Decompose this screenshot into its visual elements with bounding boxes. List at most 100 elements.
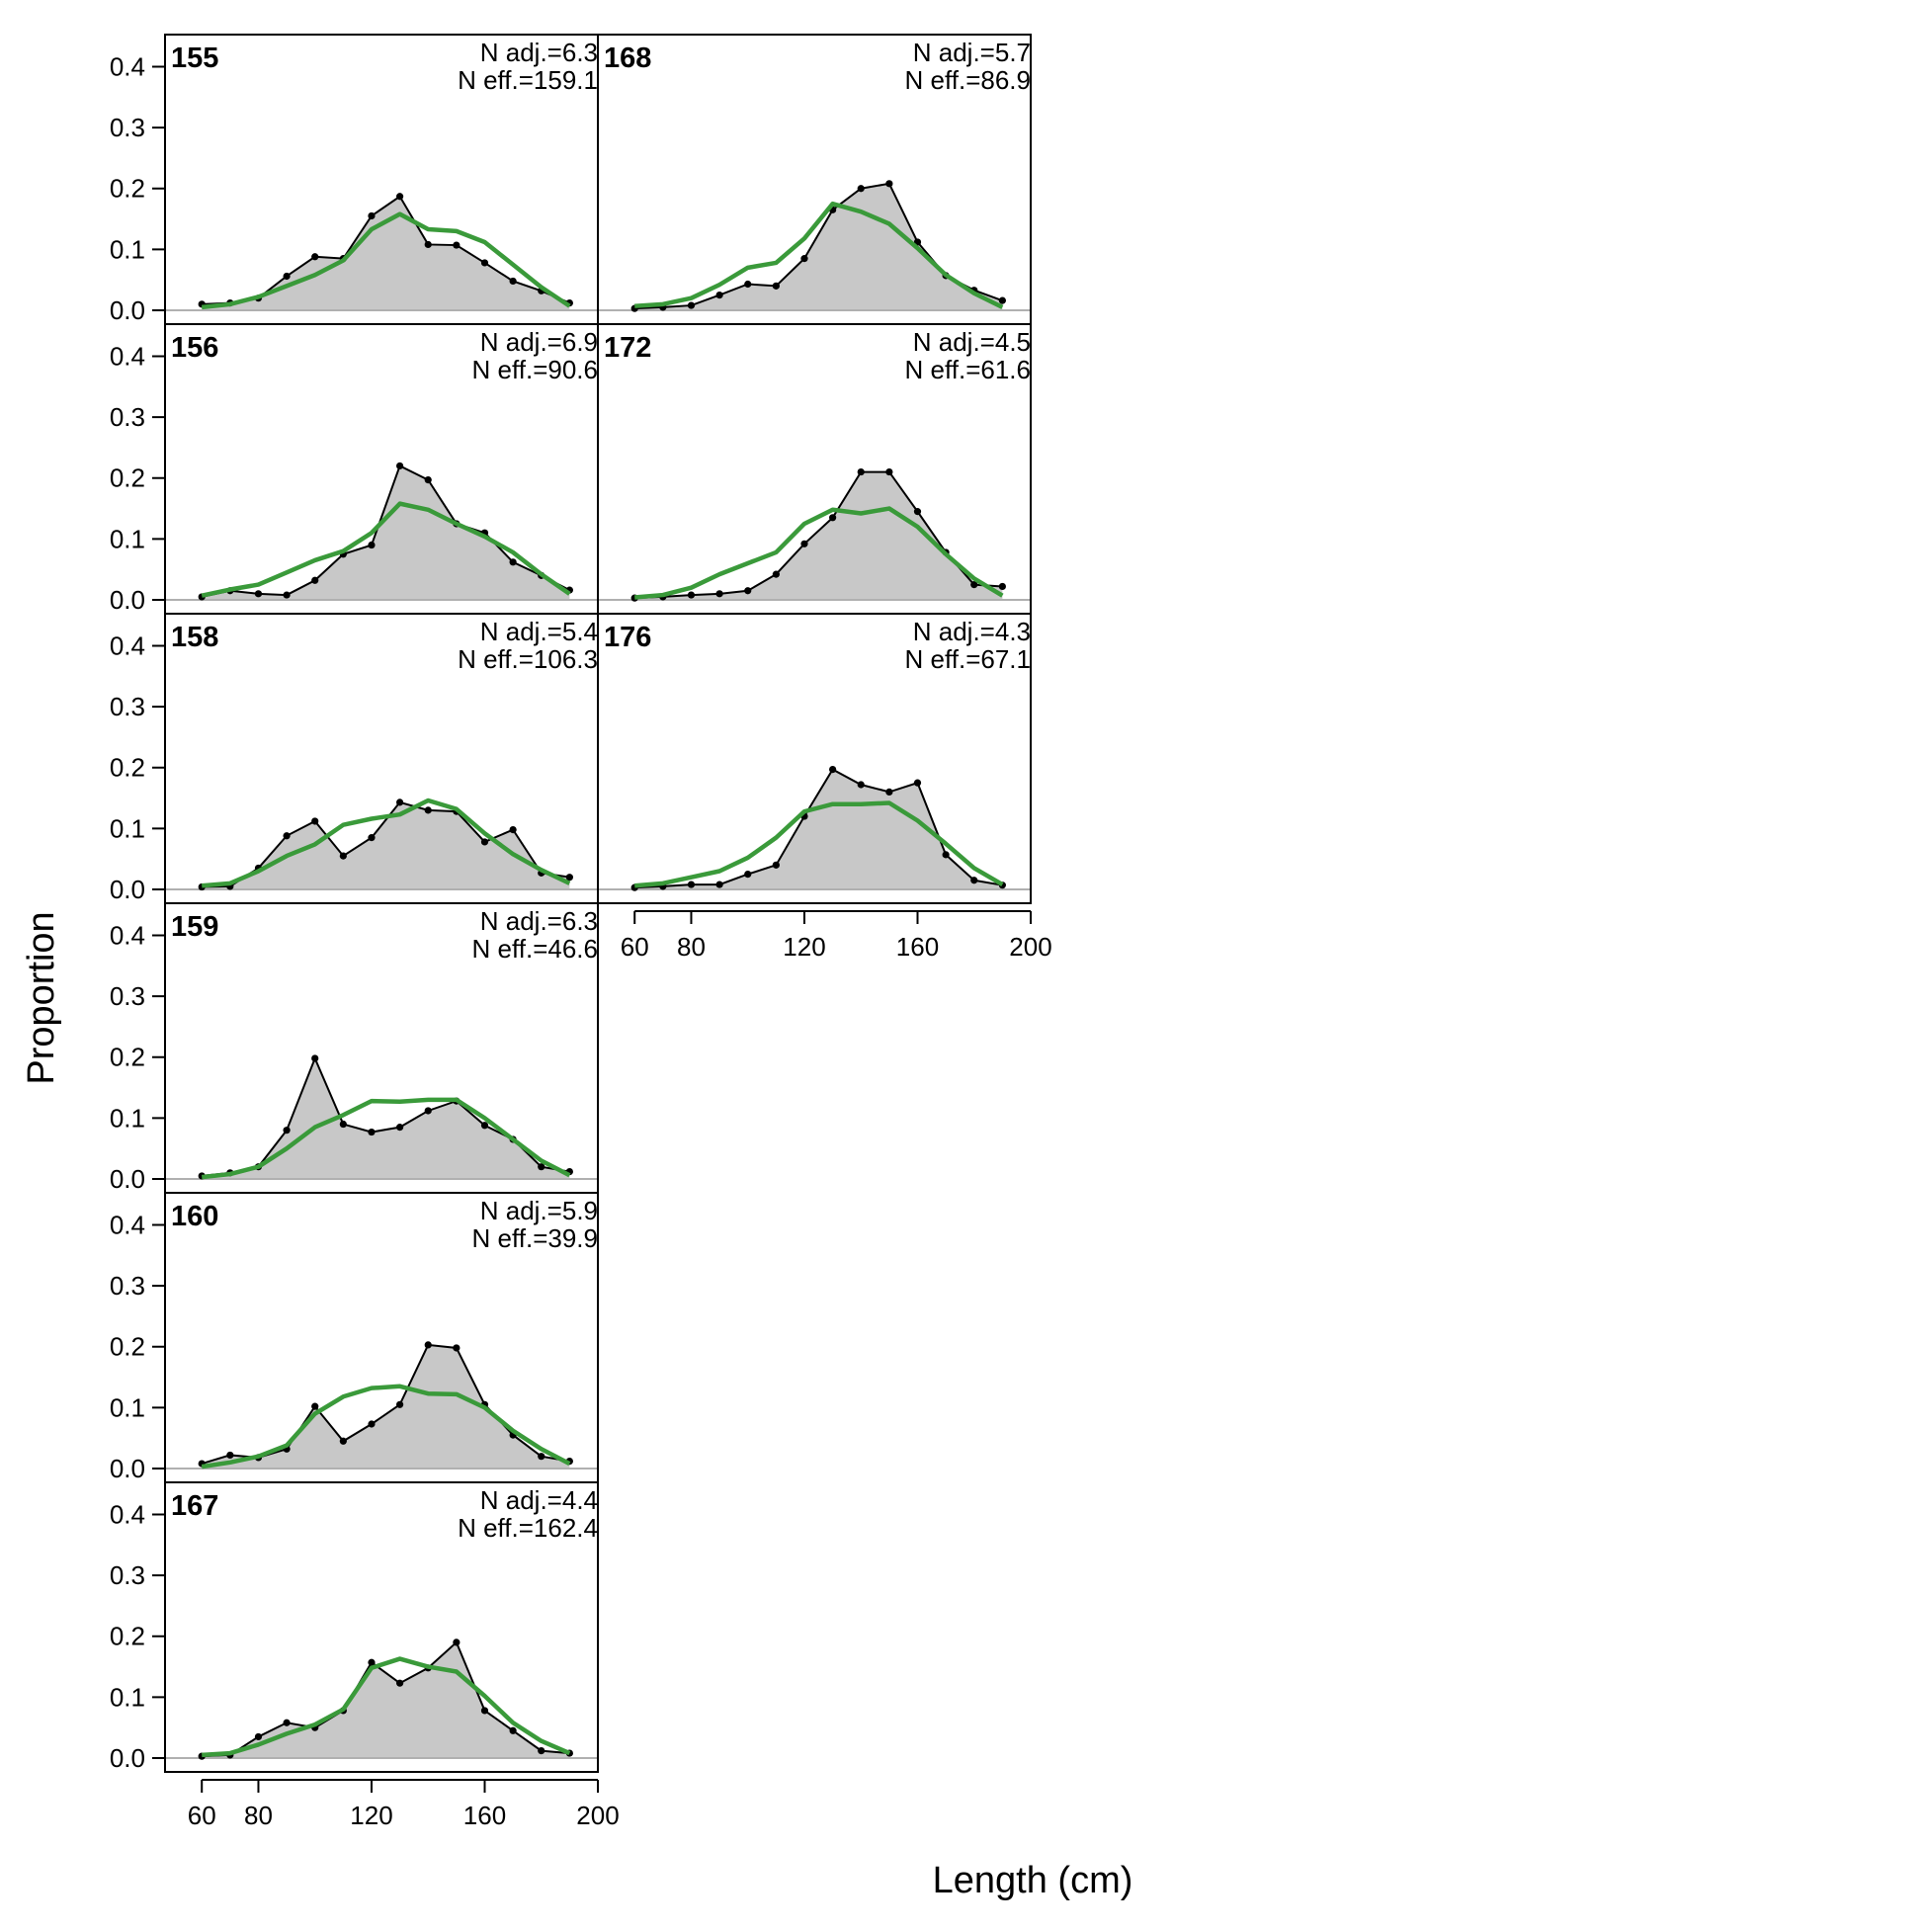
observed-point — [339, 1120, 347, 1129]
y-tick-label: 0.1 — [110, 1682, 145, 1712]
expected-line — [634, 201, 1004, 309]
observed-point — [998, 296, 1006, 304]
panel-n-eff-label: N eff.=46.6 — [472, 934, 598, 964]
y-tick-label: 0.0 — [110, 1454, 145, 1483]
observed-point — [283, 1127, 291, 1134]
observed-area — [202, 465, 570, 600]
y-tick-label: 0.4 — [110, 51, 145, 81]
observed-point — [687, 591, 696, 599]
y-tick-label: 0.0 — [110, 875, 145, 904]
observed-point — [538, 1747, 545, 1755]
observed-point — [453, 1344, 461, 1352]
observed-point — [283, 272, 291, 281]
x-tick-label: 80 — [677, 932, 706, 962]
observed-point — [800, 255, 808, 263]
panel-n-adj-label: N adj.=5.9 — [480, 1196, 598, 1225]
y-tick-label: 0.2 — [110, 1332, 145, 1362]
observed-point — [339, 1437, 347, 1445]
observed-point — [283, 832, 291, 840]
panel-n-adj-label: N adj.=6.9 — [480, 327, 598, 357]
x-tick-label: 60 — [188, 1801, 216, 1830]
observed-point — [829, 765, 837, 774]
panel-n-eff-label: N eff.=39.9 — [472, 1223, 598, 1253]
panel-frame — [164, 1481, 599, 1773]
observed-point — [885, 788, 893, 796]
panel-n-eff-label: N eff.=106.3 — [458, 644, 598, 674]
expected-line — [201, 1097, 571, 1180]
observed-point — [424, 475, 432, 484]
panel-n-eff-label: N eff.=159.1 — [458, 65, 598, 95]
x-tick-label: 160 — [896, 932, 939, 962]
observed-area — [202, 1344, 570, 1469]
expected-line — [202, 798, 571, 888]
observed-point — [283, 1719, 291, 1726]
observed-point — [715, 881, 723, 888]
y-tick-label: 0.1 — [110, 1103, 145, 1133]
panels-layer: 155 N adj.=6.3N eff.=159.10.00.10.20.30.4… — [110, 34, 1032, 1773]
y-tick-label: 0.1 — [110, 234, 145, 264]
y-tick-label: 0.0 — [110, 1743, 145, 1773]
observed-point — [857, 185, 865, 193]
panel-172: 172 N adj.=4.5N eff.=61.6 — [597, 323, 1032, 615]
observed-point — [885, 180, 893, 188]
observed-point — [538, 1453, 545, 1461]
panel-n-eff-label: N eff.=90.6 — [472, 355, 598, 384]
y-tick-label: 0.3 — [110, 692, 145, 721]
panel-160: 160 N adj.=5.9N eff.=39.9 0.0 0.1 0.2 0.3 0.4 — [110, 1192, 599, 1483]
y-tick-label: 0.3 — [110, 1560, 145, 1590]
observed-area — [202, 196, 570, 310]
observed-point — [311, 1054, 319, 1062]
observed-point — [829, 514, 837, 522]
observed-point — [311, 817, 319, 825]
panel-frame — [597, 613, 1032, 904]
observed-point — [424, 806, 432, 814]
observed-point — [368, 1128, 376, 1136]
y-tick-label: 0.4 — [110, 1499, 145, 1529]
observed-point — [396, 1124, 404, 1132]
observed-point — [942, 851, 950, 859]
observed-point — [509, 558, 517, 566]
expected-line — [202, 1656, 571, 1758]
observed-point — [396, 798, 404, 806]
observed-point — [480, 838, 489, 846]
panel-year-label: 172 — [604, 332, 651, 364]
observed-point — [226, 1451, 234, 1460]
observed-point — [311, 576, 319, 584]
panel-156: 156 N adj.=6.9N eff.=90.6 0.0 0.1 0.2 0.3 0.4 — [110, 323, 599, 615]
observed-point — [480, 1122, 489, 1130]
observed-area — [634, 769, 1003, 889]
panel-n-adj-label: N adj.=5.4 — [480, 617, 598, 646]
x-tick-label: 160 — [463, 1801, 506, 1830]
y-tick-label: 0.4 — [110, 1210, 145, 1239]
observed-point — [565, 874, 573, 882]
observed-point — [744, 587, 752, 595]
y-tick-label: 0.3 — [110, 981, 145, 1011]
y-tick-label: 0.4 — [110, 920, 145, 950]
expected-line — [201, 211, 571, 310]
expected-line — [201, 1384, 571, 1470]
panel-168: 168 N adj.=5.7N eff.=86.9 — [597, 34, 1032, 325]
y-tick-label: 0.2 — [110, 174, 145, 204]
panel-year-label: 158 — [171, 622, 218, 653]
observed-point — [368, 541, 376, 549]
observed-point — [970, 877, 978, 884]
panel-year-label: 156 — [171, 332, 218, 364]
observed-point — [368, 1420, 376, 1428]
observed-point — [453, 241, 461, 249]
observed-point — [368, 834, 376, 842]
observed-line — [202, 800, 570, 888]
observed-point — [715, 291, 723, 299]
x-tick-label: 200 — [576, 1801, 619, 1830]
panel-n-eff-label: N eff.=86.9 — [905, 65, 1031, 95]
observed-point — [424, 1341, 432, 1349]
panel-n-eff-label: N eff.=162.4 — [458, 1513, 598, 1543]
y-tick-label: 0.2 — [110, 753, 145, 783]
x-tick-label: 60 — [621, 932, 649, 962]
observed-point — [744, 870, 752, 879]
observed-point — [715, 590, 723, 598]
observed-point — [396, 462, 404, 470]
observed-area — [202, 1641, 570, 1758]
observed-point — [368, 211, 376, 220]
y-tick-label: 0.4 — [110, 341, 145, 371]
